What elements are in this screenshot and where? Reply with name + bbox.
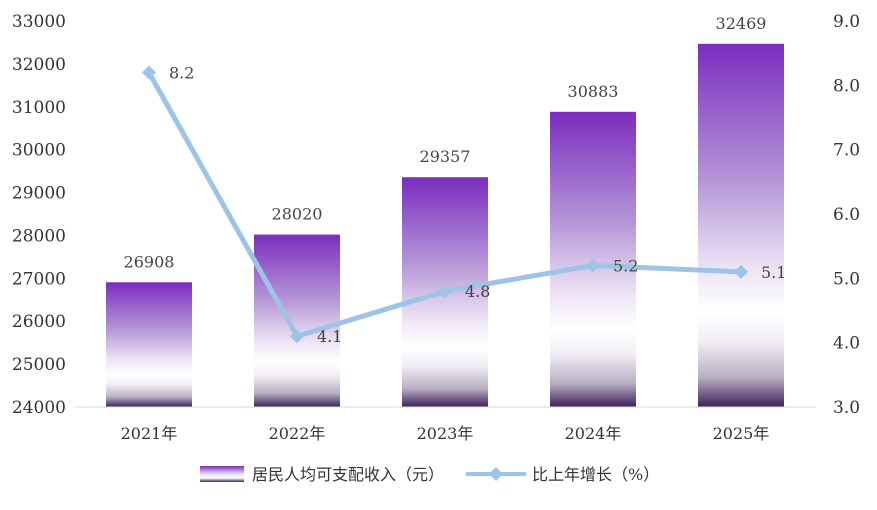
bar-data-label: 32469 (716, 14, 767, 33)
left-axis-tick-label: 27000 (12, 269, 66, 289)
left-axis-tick-label: 28000 (12, 226, 66, 246)
line-marker (142, 65, 156, 80)
line-marker (438, 284, 452, 299)
left-axis-tick-label: 30000 (12, 141, 66, 161)
x-axis-tick-label: 2024年 (565, 424, 622, 443)
line-data-label: 4.8 (465, 282, 490, 301)
line-marker (734, 264, 748, 279)
legend: 居民人均可支配收入（元） 比上年增长（%） (200, 465, 659, 484)
left-axis-tick-label: 29000 (12, 184, 66, 204)
x-axis-tick-label: 2021年 (121, 424, 178, 443)
line-series: 8.2 4.1 4.8 5.2 5.1 (142, 63, 786, 346)
legend-swatch-bar (200, 466, 244, 482)
bar-data-label: 29357 (420, 147, 471, 166)
bar-series: 26908 28020 29357 30883 32469 (106, 14, 784, 408)
line-data-label: 5.2 (613, 256, 638, 275)
line-data-label: 4.1 (317, 327, 342, 346)
bar (254, 234, 340, 407)
bar-data-label: 30883 (568, 82, 619, 101)
left-axis-tick-label: 24000 (12, 398, 66, 418)
bar-data-label: 26908 (124, 252, 175, 271)
left-axis: 24000 25000 26000 27000 28000 29000 30000 31000… (12, 12, 66, 418)
left-axis-tick-label: 26000 (12, 312, 66, 332)
right-axis-tick-label: 7.0 (833, 141, 860, 161)
right-axis: 3.0 4.0 5.0 6.0 7.0 8.0 9.0 (833, 12, 860, 418)
legend-marker-line (489, 467, 503, 481)
x-axis-tick-label: 2023年 (417, 424, 474, 443)
left-axis-tick-label: 31000 (12, 98, 66, 118)
left-axis-tick-label: 32000 (12, 55, 66, 75)
line-data-label: 5.1 (761, 263, 786, 282)
x-axis-tick-label: 2025年 (713, 424, 770, 443)
left-axis-tick-label: 33000 (12, 12, 66, 32)
right-axis-tick-label: 4.0 (833, 334, 860, 354)
bar-data-label: 28020 (272, 205, 323, 224)
legend-label-line: 比上年增长（%） (532, 465, 659, 484)
line-marker (586, 258, 600, 273)
right-axis-tick-label: 6.0 (833, 205, 860, 225)
right-axis-tick-label: 9.0 (833, 12, 860, 32)
x-axis: 2021年 2022年 2023年 2024年 2025年 (75, 406, 815, 443)
right-axis-tick-label: 3.0 (833, 398, 860, 418)
bar (106, 282, 192, 407)
line-marker (290, 329, 304, 344)
line-data-label: 8.2 (169, 63, 194, 82)
bar (698, 43, 784, 408)
left-axis-tick-label: 25000 (12, 355, 66, 375)
right-axis-tick-label: 5.0 (833, 269, 860, 289)
x-axis-tick-label: 2022年 (269, 424, 326, 443)
right-axis-tick-label: 8.0 (833, 76, 860, 96)
legend-label-bar: 居民人均可支配收入（元） (252, 465, 444, 484)
